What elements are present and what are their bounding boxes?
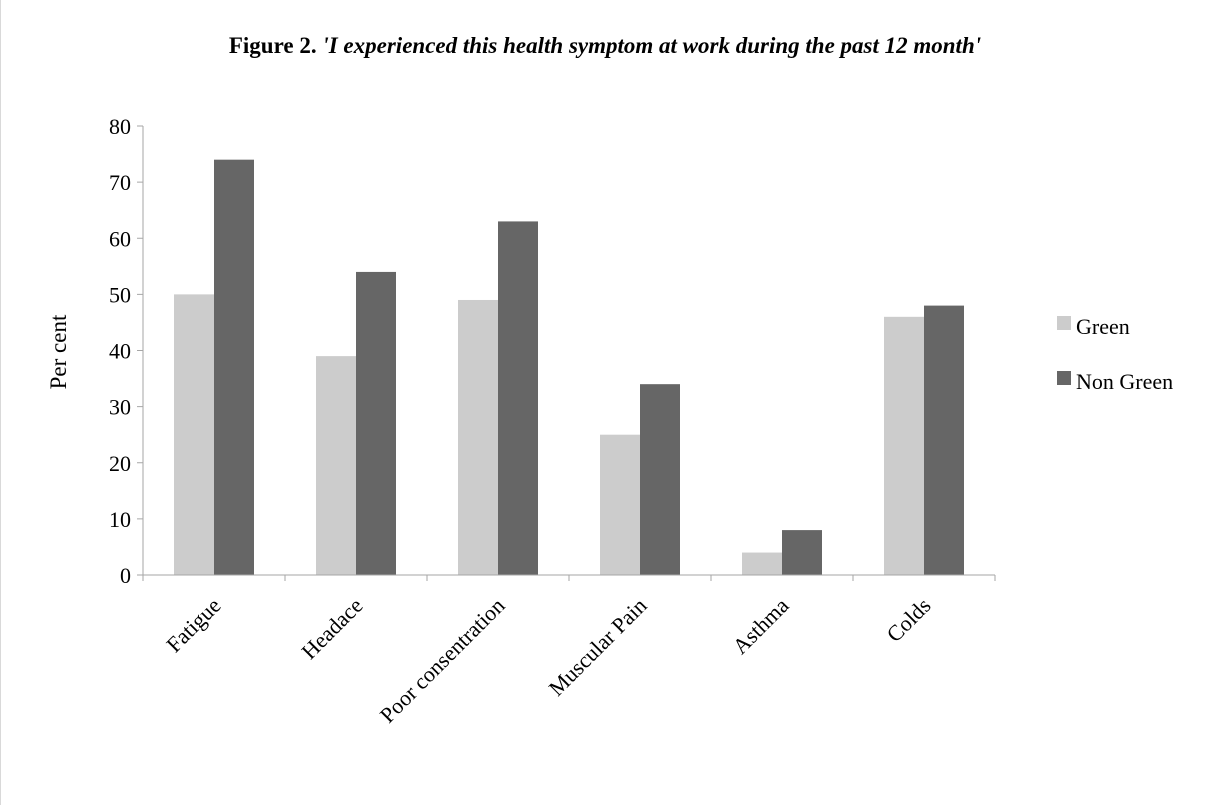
- bar-green: [884, 316, 924, 575]
- legend-label: Non Green: [1076, 369, 1173, 394]
- bar-non-green: [640, 384, 680, 575]
- y-tick-label: 40: [109, 339, 131, 364]
- chart-title-quote: 'I experienced this health symptom at wo…: [322, 33, 982, 58]
- bar-green: [458, 299, 498, 575]
- legend-label: Green: [1076, 314, 1130, 339]
- chart-title: Figure 2. 'I experienced this health sym…: [200, 30, 1010, 62]
- y-tick-label: 70: [109, 170, 131, 195]
- chart-title-prefix: Figure 2.: [228, 33, 317, 58]
- bar-non-green: [214, 159, 254, 576]
- y-tick-label: 50: [109, 282, 131, 307]
- legend-swatch: [1057, 371, 1071, 385]
- y-tick-label: 20: [109, 451, 131, 476]
- x-tick-label: Poor consentration: [375, 593, 510, 728]
- y-axis: 0 10 20 30 40 50 60 70 80: [109, 114, 144, 588]
- bar-green: [316, 356, 356, 575]
- bar-green: [174, 294, 214, 575]
- x-tick-label: Colds: [882, 593, 936, 647]
- legend: Green Non Green: [1057, 314, 1173, 394]
- x-tick-label: Asthma: [727, 593, 793, 659]
- bar-non-green: [498, 221, 538, 575]
- y-tick-label: 60: [109, 226, 131, 251]
- x-axis: Fatigue Headace Poor consentration Muscular…: [142, 574, 996, 728]
- y-tick-label: 10: [109, 507, 131, 532]
- y-axis-label: Per cent: [46, 314, 71, 389]
- x-tick-label: Fatigue: [161, 593, 225, 657]
- x-tick-label: Muscular Pain: [544, 593, 652, 701]
- bar-non-green: [924, 305, 964, 575]
- x-tick-label: Headace: [296, 593, 367, 664]
- bar-green: [742, 552, 782, 575]
- bars: [174, 159, 964, 576]
- bar-non-green: [782, 530, 822, 575]
- y-tick-label: 30: [109, 395, 131, 420]
- y-tick-label: 0: [120, 563, 131, 588]
- y-tick-label: 80: [109, 114, 131, 139]
- bar-green: [600, 434, 640, 575]
- bar-non-green: [356, 271, 396, 575]
- legend-swatch: [1057, 316, 1071, 330]
